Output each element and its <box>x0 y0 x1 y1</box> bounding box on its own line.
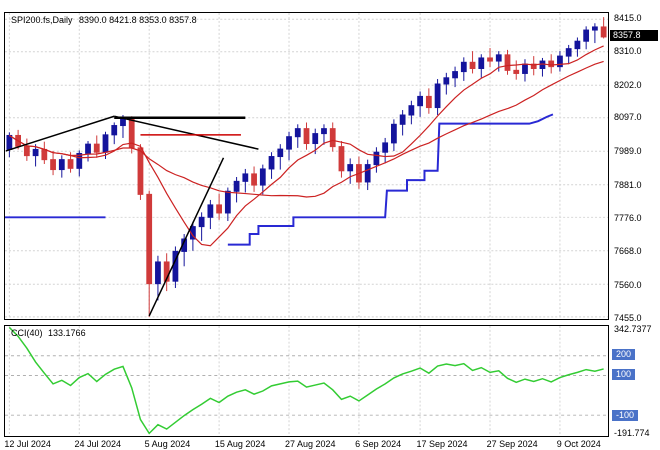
price-axis-label: 7881.0 <box>614 179 642 190</box>
time-axis-label: 15 Aug 2024 <box>214 439 266 449</box>
cci-indicator-name: CCI(40) <box>11 328 43 338</box>
price-axis[interactable]: 8415.0 8310.0 8202.0 8097.0 7989.0 7881.0 7776… <box>612 12 658 323</box>
price-axis-label: 8310.0 <box>614 46 642 56</box>
price-grid <box>5 13 608 319</box>
time-axis-label: 27 Sep 2024 <box>486 439 538 449</box>
symbol-period-label: SPI200.fs,Daily <box>11 15 73 25</box>
time-axis-label: 9 Oct 2024 <box>556 439 601 449</box>
price-chart-pane[interactable]: SPI200.fs,Daily 8390.0 8421.8 8353.0 835… <box>4 12 609 320</box>
price-axis-label: 8097.0 <box>614 112 642 123</box>
cci-line <box>8 326 604 435</box>
price-axis-label: 7989.0 <box>614 146 642 157</box>
price-axis-label: 7455.0 <box>614 312 642 323</box>
chart-title: SPI200.fs,Daily 8390.0 8421.8 8353.0 835… <box>11 15 197 25</box>
time-axis-label: 12 Jul 2024 <box>4 439 51 449</box>
indicator-axis[interactable]: 342.7377 -191.774 200 100 -100 <box>612 324 658 438</box>
trend-lines <box>5 115 259 317</box>
time-axis[interactable]: 12 Jul 2024 24 Jul 2024 5 Aug 2024 15 Aug 2… <box>4 438 658 450</box>
time-axis-label: 24 Jul 2024 <box>74 439 122 449</box>
cci-min-label: -191.774 <box>614 428 650 438</box>
time-axis-label: 27 Aug 2024 <box>284 439 336 449</box>
cci-indicator-canvas[interactable] <box>5 326 608 436</box>
cci-indicator-value: 133.1766 <box>48 328 86 338</box>
price-axis-label: 8415.0 <box>614 13 642 24</box>
price-axis-label: 7560.0 <box>614 280 642 291</box>
price-axis-label: 8202.0 <box>614 79 642 90</box>
cci-level-badge: 200 <box>612 349 636 361</box>
ma-fast-line <box>9 45 604 247</box>
time-axis-label: 17 Sep 2024 <box>416 439 468 449</box>
ohlc-readout: 8390.0 8421.8 8353.0 8357.8 <box>79 15 197 25</box>
price-axis-label: 7668.0 <box>614 246 642 257</box>
time-axis-label: 6 Sep 2024 <box>355 439 402 449</box>
price-chart-canvas[interactable] <box>5 13 608 319</box>
time-axis-label: 5 Aug 2024 <box>144 439 191 449</box>
cci-level-badge: -100 <box>612 409 639 421</box>
candles <box>6 17 607 317</box>
cci-label: CCI(40) 133.1766 <box>11 328 86 338</box>
cci-max-label: 342.7377 <box>614 324 652 334</box>
cci-level-badge: 100 <box>612 369 636 381</box>
step-support-line <box>5 113 554 246</box>
current-price-badge: 8357.8 <box>610 30 658 42</box>
price-axis-label: 7776.0 <box>614 212 642 223</box>
ma-slow-line <box>9 60 604 198</box>
cci-indicator-pane[interactable]: CCI(40) 133.1766 <box>4 325 609 437</box>
